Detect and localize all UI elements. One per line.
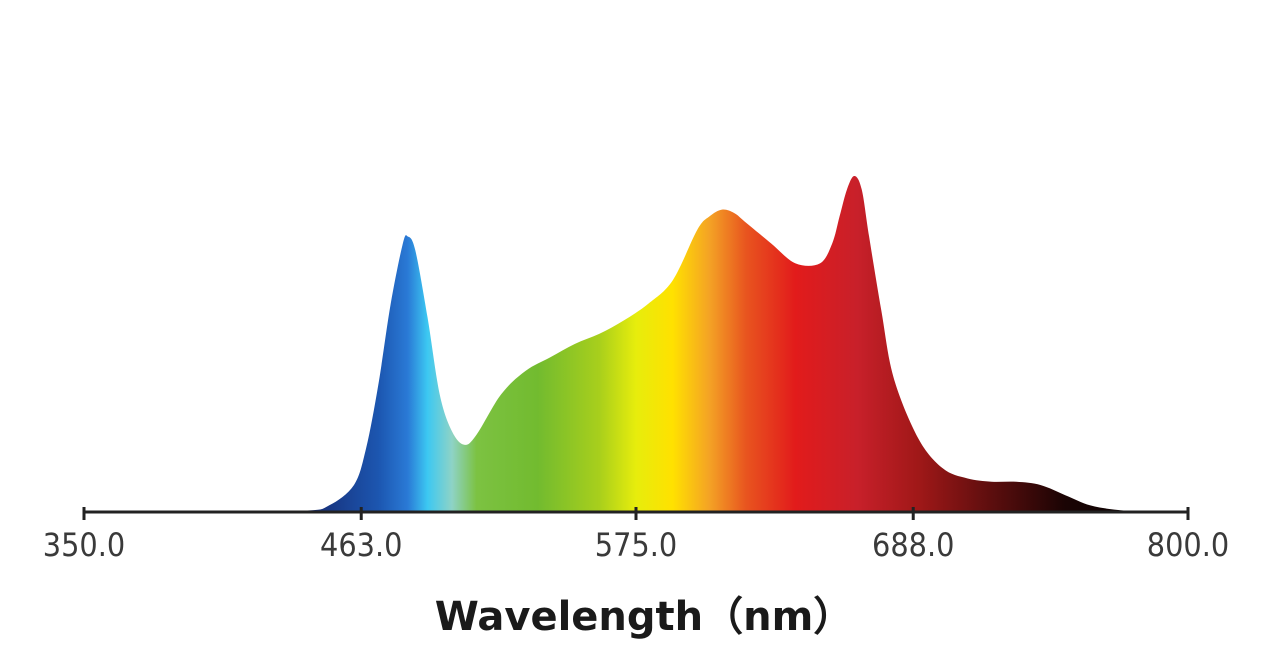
x-axis: 350.0 463.0 575.0 688.0 800.0 [43,507,1229,564]
spectrum-area [84,176,1188,512]
x-tick-label: 575.0 [595,526,677,564]
plot-area [84,176,1188,512]
x-tick-label: 350.0 [43,526,125,564]
x-tick-label: 688.0 [872,526,954,564]
x-tick-label: 463.0 [320,526,402,564]
x-tick-label: 800.0 [1147,526,1229,564]
x-axis-title: Wavelength（nm） [435,594,854,640]
